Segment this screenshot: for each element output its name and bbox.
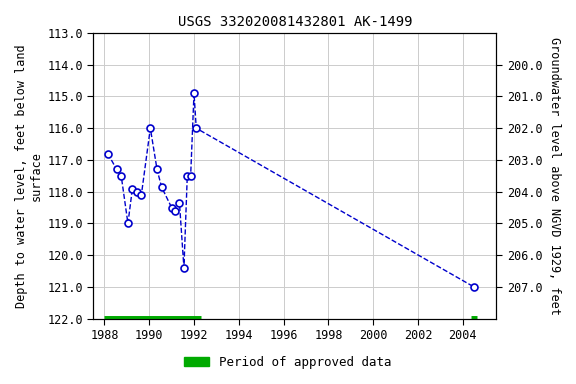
Legend: Period of approved data: Period of approved data — [179, 351, 397, 374]
Y-axis label: Depth to water level, feet below land
surface: Depth to water level, feet below land su… — [15, 44, 43, 308]
Y-axis label: Groundwater level above NGVD 1929, feet: Groundwater level above NGVD 1929, feet — [548, 37, 561, 315]
Title: USGS 332020081432801 AK-1499: USGS 332020081432801 AK-1499 — [177, 15, 412, 29]
